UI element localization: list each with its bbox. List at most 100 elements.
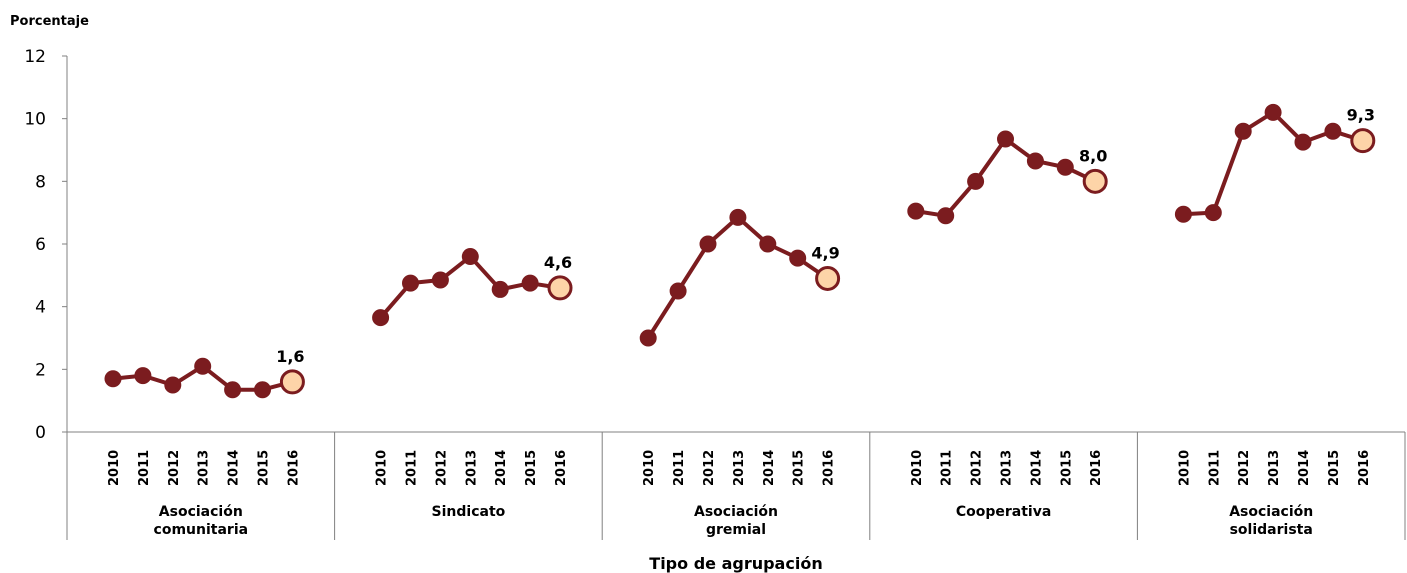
data-point bbox=[1294, 133, 1312, 151]
data-point bbox=[194, 357, 212, 375]
x-tick-label: 2010 bbox=[1177, 450, 1192, 486]
y-tick-label: 0 bbox=[35, 423, 46, 443]
data-point bbox=[789, 249, 807, 267]
x-tick-label: 2012 bbox=[702, 450, 717, 486]
y-tick-label: 10 bbox=[24, 110, 46, 130]
x-tick-label: 2013 bbox=[464, 450, 479, 486]
data-point bbox=[491, 280, 509, 298]
data-point bbox=[1174, 205, 1192, 223]
data-point bbox=[907, 202, 925, 220]
x-tick-label: 2010 bbox=[375, 450, 390, 486]
highlight-point bbox=[547, 275, 573, 301]
x-tick-label: 2015 bbox=[1327, 450, 1342, 486]
x-tick-label: 2013 bbox=[732, 450, 747, 486]
data-point bbox=[461, 248, 479, 266]
data-point bbox=[254, 381, 271, 399]
x-tick-label: 2013 bbox=[1267, 450, 1282, 486]
data-point bbox=[134, 367, 152, 385]
group-label: Asociación bbox=[1229, 504, 1313, 520]
x-tick-label: 2011 bbox=[940, 450, 955, 486]
x-tick-label: 2010 bbox=[107, 450, 122, 486]
data-label: 4,6 bbox=[544, 253, 572, 272]
x-tick-label: 2013 bbox=[197, 450, 212, 486]
x-tick-label: 2016 bbox=[1089, 450, 1104, 486]
highlight-point bbox=[1082, 168, 1108, 194]
y-tick-label: 2 bbox=[35, 360, 46, 380]
data-point bbox=[1056, 158, 1074, 176]
x-tick-label: 2014 bbox=[762, 450, 777, 486]
highlight-point bbox=[279, 369, 305, 395]
x-tick-label: 2011 bbox=[405, 450, 420, 486]
x-ticks: 2010 2011 2012 2013 2014 2015 2016 2010 2011 2012… bbox=[107, 450, 1372, 486]
series-line bbox=[915, 137, 1097, 218]
data-point bbox=[759, 235, 777, 253]
data-point bbox=[521, 274, 539, 292]
x-tick-label: 2015 bbox=[524, 450, 539, 486]
x-tick-label: 2011 bbox=[672, 450, 687, 486]
x-tick-label: 2013 bbox=[1000, 450, 1015, 486]
x-tick-label: 2011 bbox=[1207, 450, 1222, 486]
data-point bbox=[1324, 122, 1342, 140]
group-label: Cooperativa bbox=[956, 504, 1051, 520]
x-tick-label: 2011 bbox=[137, 450, 152, 486]
data-point bbox=[104, 370, 122, 388]
x-tick-label: 2015 bbox=[792, 450, 807, 486]
x-tick-label: 2014 bbox=[227, 450, 242, 486]
data-point bbox=[431, 271, 449, 289]
data-point bbox=[1204, 204, 1222, 222]
data-point bbox=[639, 329, 657, 347]
data-point bbox=[1026, 152, 1044, 170]
x-tick-label: 2016 bbox=[822, 450, 837, 486]
y-axis-title: Porcentaje bbox=[10, 14, 89, 29]
x-tick-label: 2014 bbox=[1029, 450, 1044, 486]
group-label: Asociación bbox=[694, 504, 778, 520]
x-tick-label: 2010 bbox=[910, 450, 925, 486]
axes bbox=[66, 56, 1406, 540]
series: 1,6 4,6 4,9 8,0 9,3 bbox=[104, 103, 1376, 399]
x-tick-label: 2015 bbox=[257, 450, 272, 486]
x-axis-title: Tipo de agrupación bbox=[649, 554, 822, 573]
data-point bbox=[372, 309, 390, 327]
highlight-point bbox=[815, 265, 841, 291]
y-tick-label: 4 bbox=[35, 298, 46, 318]
y-ticks: 0 2 4 6 8 10 12 bbox=[24, 47, 67, 443]
data-label: 1,6 bbox=[276, 347, 304, 366]
y-tick-label: 6 bbox=[35, 235, 46, 255]
highlight-point bbox=[1350, 128, 1376, 154]
x-tick-label: 2012 bbox=[1237, 450, 1252, 486]
data-point bbox=[967, 172, 985, 190]
data-label: 4,9 bbox=[811, 243, 839, 262]
y-tick-label: 12 bbox=[24, 47, 46, 67]
y-tick-label: 8 bbox=[35, 172, 46, 192]
x-tick-label: 2016 bbox=[286, 450, 301, 486]
x-tick-label: 2012 bbox=[970, 450, 985, 486]
data-point bbox=[669, 282, 687, 300]
data-label: 9,3 bbox=[1347, 106, 1375, 125]
data-point bbox=[164, 376, 182, 394]
group-labels: Asociación comunitaria Sindicato Asociación… bbox=[154, 504, 1314, 538]
data-point bbox=[699, 235, 717, 253]
data-point bbox=[937, 207, 955, 225]
data-point bbox=[997, 130, 1014, 148]
group-label: comunitaria bbox=[154, 522, 249, 538]
data-point bbox=[1234, 122, 1252, 140]
group-label: Asociación bbox=[159, 504, 243, 520]
group-label: Sindicato bbox=[432, 504, 506, 520]
data-point bbox=[729, 208, 747, 226]
x-tick-label: 2014 bbox=[494, 450, 509, 486]
series-line bbox=[646, 215, 829, 340]
group-label: solidarista bbox=[1230, 522, 1313, 538]
x-tick-label: 2014 bbox=[1297, 450, 1312, 486]
data-point bbox=[224, 381, 242, 399]
x-tick-label: 2016 bbox=[554, 450, 569, 486]
x-tick-label: 2012 bbox=[434, 450, 449, 486]
data-point bbox=[1264, 103, 1282, 121]
x-tick-label: 2010 bbox=[642, 450, 657, 486]
data-label: 8,0 bbox=[1079, 146, 1107, 165]
data-point bbox=[402, 274, 419, 292]
x-tick-label: 2015 bbox=[1059, 450, 1074, 486]
x-tick-label: 2012 bbox=[167, 450, 182, 486]
x-tick-label: 2016 bbox=[1357, 450, 1372, 486]
group-label: gremial bbox=[706, 522, 766, 538]
